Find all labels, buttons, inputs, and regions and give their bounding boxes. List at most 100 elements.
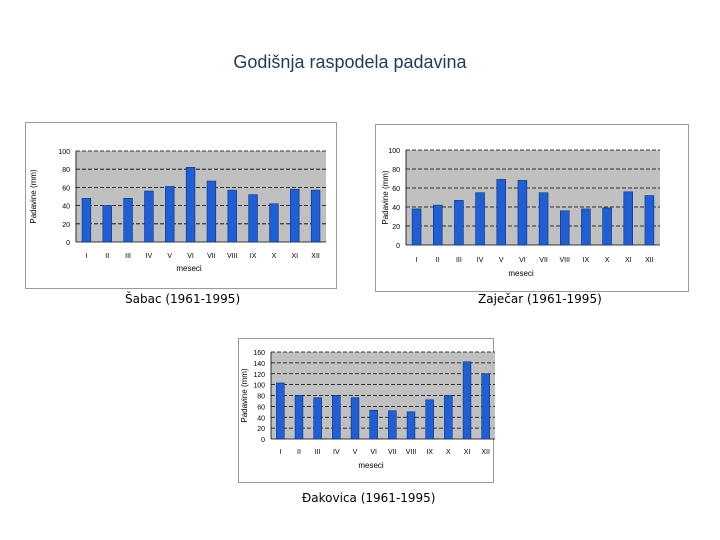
bar [294,395,304,440]
y-tick-label: 0 [66,240,70,247]
x-tick-label: XII [311,253,320,260]
bar [406,411,416,440]
bar [425,399,434,440]
bar [248,194,258,243]
chart-djakovica-caption: Đakovica (1961-1995) [302,491,436,505]
bar [332,395,341,440]
x-tick-label: VI [187,253,194,260]
x-tick-label: IV [333,449,340,456]
bar [644,195,655,246]
bar [350,397,360,440]
y-tick-label: 0 [261,437,265,444]
x-axis-label: meseci [358,461,384,470]
bar [433,204,443,246]
x-tick-label: II [297,449,301,456]
x-tick-label: II [105,253,109,260]
bar [444,395,453,440]
y-tick-label: 60 [62,185,70,192]
bar [411,208,422,246]
bar [123,198,133,243]
chart-zajecar-frame: 0 20 40 60 80 100 I II III IV V VI VII VIII IX X XI XII me… [375,124,689,292]
bar [475,192,485,246]
bar [623,191,633,246]
y-axis-label: Padavine (mm) [381,170,390,225]
x-tick-label: III [125,253,131,260]
x-tick-label: IX [583,257,590,264]
y-tick-label: 160 [253,350,265,357]
y-tick-label: 0 [396,243,400,250]
x-tick-label: XII [645,257,654,264]
chart-zajecar-caption: Zaječar (1961-1995) [478,292,602,306]
bar [102,205,112,243]
bar [581,208,591,246]
bar [185,167,196,243]
bar [144,190,154,243]
x-tick-label: X [272,253,277,260]
y-tick-label: 40 [62,204,70,211]
chart-sabac-frame: 0 20 40 60 80 100 I II III IV V VI VII VIII IX X XI XII me… [25,122,337,289]
bar [517,180,528,246]
x-tick-label: X [446,449,451,456]
plot-area [76,151,326,242]
x-tick-label: I [85,253,87,260]
x-tick-label: VII [539,257,548,264]
x-tick-label: XI [464,449,471,456]
y-tick-label: 140 [253,361,265,368]
bar [227,189,237,243]
y-tick-label: 20 [62,222,70,229]
x-tick-label: II [436,257,440,264]
bar [602,207,612,246]
y-tick-label: 100 [253,383,265,390]
y-tick-label: 100 [58,149,70,156]
y-axis-label: Padavine (mm) [240,368,249,423]
y-tick-label: 60 [392,186,400,193]
bar [81,198,92,243]
x-tick-label: I [416,257,418,264]
bar [313,397,322,440]
plot-area [406,150,660,245]
bar [496,179,506,246]
bar [481,373,490,440]
x-tick-label: XI [291,253,298,260]
bar [165,186,175,243]
y-tick-label: 100 [388,148,400,155]
y-tick-label: 40 [257,415,265,422]
page-title: Godišnja raspodela padavina [233,52,467,72]
x-tick-label: III [456,257,462,264]
bar [560,210,570,246]
y-tick-label: 80 [62,167,70,174]
x-tick-label: XI [625,257,632,264]
y-tick-label: 60 [257,404,265,411]
x-tick-label: IV [146,253,153,260]
x-tick-label: V [353,449,358,456]
x-tick-label: XII [481,449,490,456]
chart-sabac-caption: Šabac (1961-1995) [125,292,241,306]
x-axis-label: meseci [508,269,534,278]
bar [206,180,217,243]
x-tick-label: VII [388,449,397,456]
bar [369,409,378,440]
x-tick-label: IX [250,253,257,260]
bar [388,410,397,440]
x-tick-label: X [605,257,610,264]
x-tick-label: I [279,449,281,456]
bar [269,203,279,243]
bar [538,192,549,246]
bar [276,382,285,440]
x-axis-label: meseci [176,264,202,273]
bar [310,189,321,243]
y-tick-label: 120 [253,372,265,379]
x-tick-label: V [167,253,172,260]
x-tick-label: VIII [559,257,570,264]
x-tick-label: VIII [406,449,417,456]
x-tick-label: IV [477,257,484,264]
y-tick-label: 40 [392,205,400,212]
chart-djakovica-frame: 0 20 40 60 80 100 120 140 160 I II III IV V VI VII VIII I… [238,338,495,483]
y-tick-label: 20 [392,224,400,231]
x-tick-label: IX [426,449,433,456]
x-tick-label: VII [207,253,216,260]
x-tick-label: VI [370,449,377,456]
